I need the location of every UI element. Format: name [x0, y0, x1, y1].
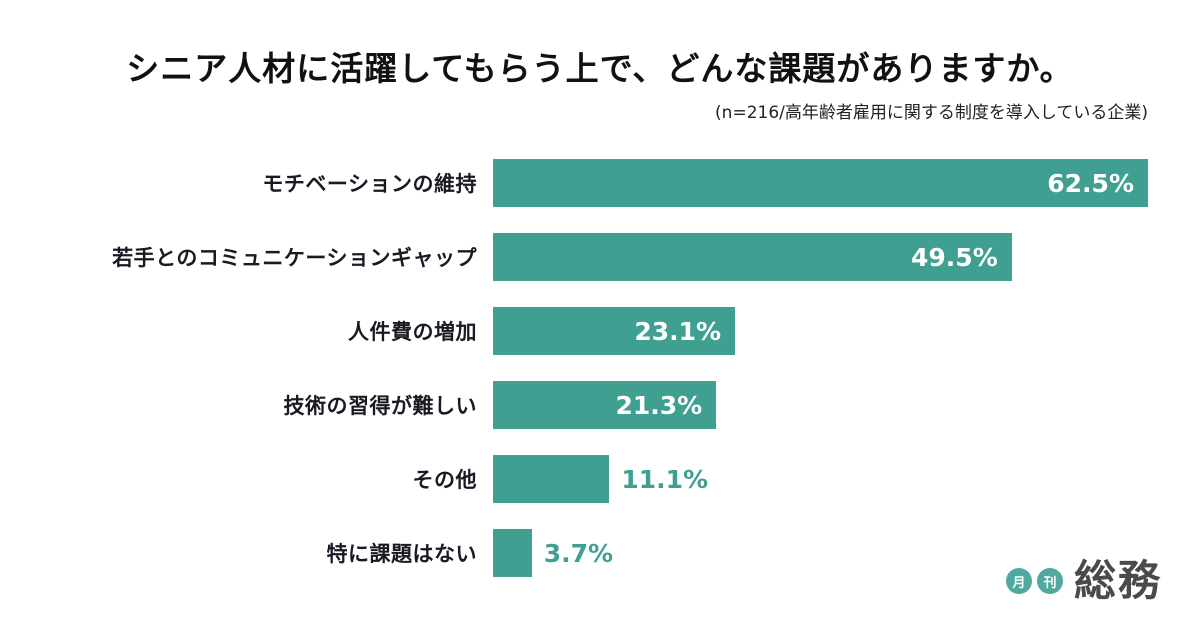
logo-text: 総務	[1073, 556, 1162, 605]
chart-row: その他 11.1%	[0, 455, 1200, 503]
bar	[493, 455, 610, 503]
value-label: 3.7%	[543, 538, 614, 568]
category-label: モチベーションの維持	[262, 172, 477, 196]
logo-badge-gekkan-1: 月	[1005, 568, 1032, 594]
bar-area: 49.5%	[493, 233, 1200, 281]
chart-row: 技術の習得が難しい 21.3%	[0, 381, 1200, 429]
brand-logo: 月 刊 総務	[1005, 556, 1162, 605]
bar: 49.5%	[493, 233, 1012, 281]
chart-subtitle: (n=216/高年齢者雇用に関する制度を導入している企業)	[715, 103, 1148, 123]
category-label: 若手とのコミュニケーションギャップ	[112, 246, 477, 270]
value-label: 11.1%	[621, 464, 709, 494]
category-label: その他	[412, 468, 477, 492]
bar: 62.5%	[493, 159, 1148, 207]
category-label: 技術の習得が難しい	[283, 394, 477, 418]
chart-row: モチベーションの維持 62.5%	[0, 159, 1200, 207]
chart-row: 若手とのコミュニケーションギャップ 49.5%	[0, 233, 1200, 281]
category-label: 特に課題はない	[326, 542, 477, 566]
value-label: 21.3%	[615, 390, 703, 420]
bar: 21.3%	[493, 381, 717, 429]
value-label: 49.5%	[911, 242, 998, 272]
bar-area: 11.1%	[493, 455, 1200, 503]
chart-rows: モチベーションの維持 62.5% 若手とのコミュニケーションギャップ 49.5%…	[0, 159, 1200, 603]
value-label: 23.1%	[634, 316, 722, 346]
value-label: 62.5%	[1047, 168, 1134, 198]
chart-title: シニア人材に活躍してもらう上で、どんな課題がありますか。	[126, 49, 1074, 88]
bar-area: 21.3%	[493, 381, 1200, 429]
logo-badge-gekkan-2: 刊	[1036, 568, 1063, 594]
category-label: 人件費の増加	[348, 320, 477, 344]
bar-area: 62.5%	[493, 159, 1200, 207]
bar	[493, 529, 532, 577]
chart-row: 特に課題はない 3.7%	[0, 529, 1200, 577]
bar-area: 23.1%	[493, 307, 1200, 355]
bar-area: 3.7%	[493, 529, 1200, 577]
bar: 23.1%	[493, 307, 736, 355]
chart-row: 人件費の増加 23.1%	[0, 307, 1200, 355]
